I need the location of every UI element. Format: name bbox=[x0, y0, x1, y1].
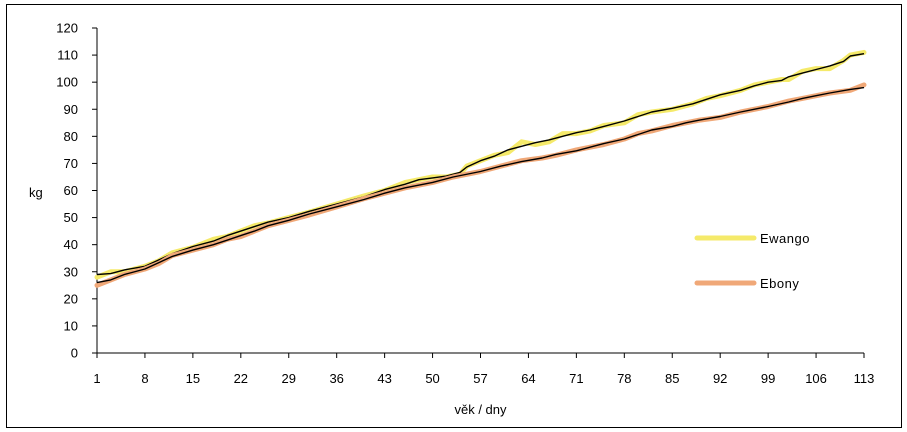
x-tick-label: 50 bbox=[425, 371, 439, 386]
y-tick-label: 60 bbox=[64, 183, 78, 198]
y-tick-label: 40 bbox=[64, 237, 78, 252]
x-tick-label: 78 bbox=[617, 371, 631, 386]
y-tick-label: 100 bbox=[56, 75, 78, 90]
y-tick-label: 80 bbox=[64, 129, 78, 144]
x-tick-label: 1 bbox=[93, 371, 100, 386]
x-tick-label: 29 bbox=[282, 371, 296, 386]
x-tick-label: 64 bbox=[521, 371, 535, 386]
y-tick-label: 20 bbox=[64, 291, 78, 306]
x-tick-label: 99 bbox=[761, 371, 775, 386]
trend-line-ebony bbox=[96, 86, 865, 284]
y-axis-label: kg bbox=[29, 185, 43, 200]
y-tick-label: 10 bbox=[64, 318, 78, 333]
trend-line-ewango bbox=[96, 53, 865, 276]
series-layer bbox=[94, 49, 867, 288]
x-axis-label: věk / dny bbox=[454, 402, 507, 417]
axes: 0 10 20 30 40 50 60 70 80 90 100 110 120 1 8 15 22 29 36 43… bbox=[56, 21, 874, 387]
x-tick-label: 106 bbox=[805, 371, 827, 386]
y-tick-label: 90 bbox=[64, 102, 78, 117]
y-tick-label: 0 bbox=[71, 346, 78, 361]
x-tick-label: 22 bbox=[234, 371, 248, 386]
y-tick-label: 50 bbox=[64, 210, 78, 225]
x-tick-label: 85 bbox=[665, 371, 679, 386]
x-tick-label: 8 bbox=[141, 371, 148, 386]
x-tick-label: 36 bbox=[329, 371, 343, 386]
x-tick-label: 92 bbox=[713, 371, 727, 386]
chart-frame bbox=[6, 4, 902, 428]
y-tick-label: 70 bbox=[64, 156, 78, 171]
y-tick-label: 120 bbox=[56, 21, 78, 36]
legend-label-ewango: Ewango bbox=[760, 231, 810, 246]
y-tick-label: 30 bbox=[64, 264, 78, 279]
x-tick-label: 15 bbox=[186, 371, 200, 386]
series-line-ebony bbox=[94, 82, 867, 288]
x-tick-label: 43 bbox=[377, 371, 391, 386]
legend: Ewango Ebony bbox=[694, 231, 810, 291]
legend-label-ebony: Ebony bbox=[760, 276, 799, 291]
x-tick-label: 71 bbox=[569, 371, 583, 386]
x-tick-label: 57 bbox=[473, 371, 487, 386]
x-tick-label: 113 bbox=[854, 371, 875, 386]
y-tick-label: 110 bbox=[57, 48, 78, 63]
